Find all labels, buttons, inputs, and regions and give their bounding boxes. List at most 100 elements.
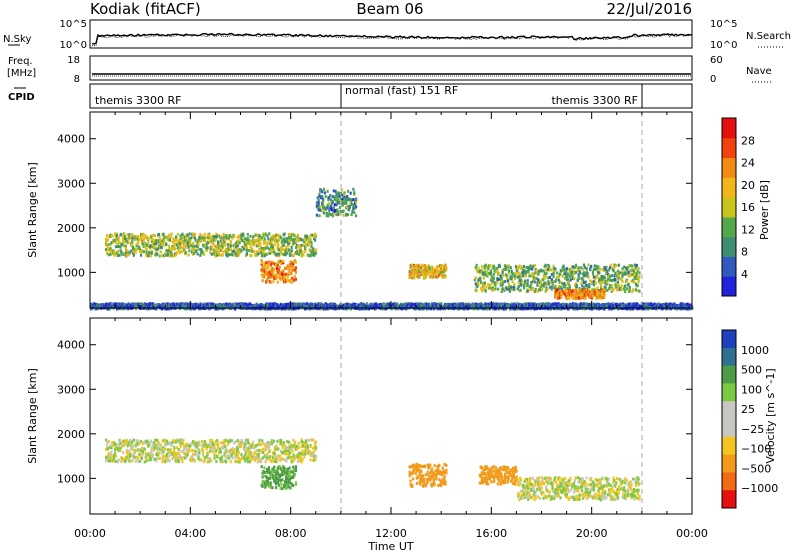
echo-pixel bbox=[349, 191, 352, 195]
echo-pixel bbox=[535, 268, 538, 272]
echo-pixel bbox=[277, 233, 280, 237]
echo-pixel bbox=[145, 249, 148, 253]
echo-pixel bbox=[308, 236, 311, 240]
echo-pixel bbox=[352, 207, 355, 211]
echo-pixel bbox=[207, 241, 210, 245]
echo-pixel bbox=[623, 287, 626, 291]
echo-pixel bbox=[120, 304, 123, 308]
echo-pixel bbox=[598, 279, 601, 283]
echo-pixel bbox=[324, 195, 327, 199]
echo-pixel bbox=[295, 235, 298, 239]
echo-pixel bbox=[501, 268, 504, 272]
echo-pixel bbox=[290, 249, 293, 253]
echo-pixel bbox=[492, 288, 495, 292]
echo-pixel bbox=[562, 285, 565, 289]
echo-pixel bbox=[171, 240, 174, 244]
echo-pixel bbox=[492, 272, 495, 276]
echo-pixel bbox=[525, 270, 528, 274]
echo-pixel bbox=[115, 305, 118, 309]
echo-pixel bbox=[119, 249, 122, 253]
echo-pixel bbox=[266, 272, 269, 276]
echo-pixel bbox=[284, 276, 287, 280]
echo-pixel bbox=[126, 249, 129, 253]
echo-pixel bbox=[312, 247, 315, 251]
echo-pixel bbox=[200, 239, 203, 243]
echo-pixel bbox=[162, 254, 165, 258]
echo-pixel bbox=[172, 254, 175, 258]
echo-pixel bbox=[242, 234, 245, 238]
echo-pixel bbox=[505, 273, 508, 277]
echo-pixel bbox=[192, 242, 195, 246]
echo-pixel bbox=[514, 276, 517, 280]
echo-pixel bbox=[343, 193, 346, 196]
echo-pixel bbox=[620, 284, 623, 288]
echo-pixel bbox=[192, 252, 196, 255]
echo-pixel bbox=[288, 233, 291, 236]
echo-pixel bbox=[525, 284, 528, 288]
echo-pixel bbox=[122, 235, 125, 239]
echo-pixel bbox=[352, 187, 355, 191]
echo-pixel bbox=[198, 247, 201, 251]
echo-pixel bbox=[314, 234, 318, 238]
echo-pixel bbox=[187, 245, 190, 249]
echo-pixel bbox=[189, 239, 192, 243]
echo-pixel bbox=[599, 267, 602, 271]
echo-pixel bbox=[546, 282, 549, 286]
echo-pixel bbox=[603, 276, 606, 279]
echo-pixel bbox=[266, 264, 270, 267]
echo-pixel bbox=[482, 276, 485, 280]
echo-pixel bbox=[621, 280, 624, 284]
echo-pixel bbox=[596, 286, 599, 290]
echo-pixel bbox=[261, 275, 264, 279]
echo-pixel bbox=[273, 268, 276, 272]
echo-pixel bbox=[418, 275, 421, 279]
echo-pixel bbox=[564, 289, 567, 293]
echo-pixel bbox=[153, 239, 156, 243]
echo-pixel bbox=[343, 191, 346, 195]
echo-pixel bbox=[244, 241, 248, 245]
echo-pixel bbox=[581, 287, 584, 291]
echo-pixel bbox=[333, 195, 336, 199]
echo-pixel bbox=[548, 285, 552, 289]
echo-pixel bbox=[294, 238, 297, 242]
echo-pixel bbox=[318, 214, 321, 218]
echo-pixel bbox=[117, 236, 120, 240]
echo-pixel bbox=[431, 265, 434, 269]
echo-pixel bbox=[149, 254, 153, 258]
echo-pixel bbox=[127, 240, 130, 244]
echo-pixel bbox=[583, 265, 586, 269]
echo-pixel bbox=[623, 265, 626, 269]
echo-pixel bbox=[451, 302, 455, 306]
echo-pixel bbox=[275, 275, 279, 279]
echo-pixel bbox=[558, 272, 561, 276]
nsky-panel: N.Sky 10^5 10^0 10^5 10^0 N.Search bbox=[3, 19, 791, 51]
echo-pixel bbox=[278, 265, 281, 269]
echo-pixel bbox=[296, 249, 299, 253]
echo-pixel bbox=[116, 242, 119, 246]
echo-pixel bbox=[581, 284, 584, 288]
echo-pixel bbox=[105, 234, 109, 238]
echo-pixel bbox=[200, 248, 203, 252]
echo-pixel bbox=[644, 307, 647, 311]
echo-pixel bbox=[353, 192, 356, 196]
echo-pixel bbox=[445, 266, 448, 270]
echo-pixel bbox=[331, 214, 334, 218]
echo-pixel bbox=[614, 278, 617, 282]
echo-pixel bbox=[634, 272, 637, 276]
echo-pixel bbox=[166, 249, 169, 253]
echo-pixel bbox=[173, 245, 176, 249]
echo-pixel bbox=[247, 239, 250, 243]
echo-pixel bbox=[537, 272, 540, 276]
echo-pixel bbox=[107, 243, 110, 247]
echo-pixel bbox=[130, 249, 133, 253]
echo-pixel bbox=[627, 282, 630, 286]
echo-pixel bbox=[615, 284, 618, 288]
echo-pixel bbox=[251, 242, 254, 246]
echo-pixel bbox=[154, 304, 157, 308]
echo-pixel bbox=[486, 307, 489, 311]
echo-pixel bbox=[483, 270, 486, 274]
echo-pixel bbox=[180, 249, 183, 253]
echo-pixel bbox=[149, 302, 152, 306]
echo-pixel bbox=[140, 234, 144, 238]
echo-pixel bbox=[118, 253, 121, 257]
